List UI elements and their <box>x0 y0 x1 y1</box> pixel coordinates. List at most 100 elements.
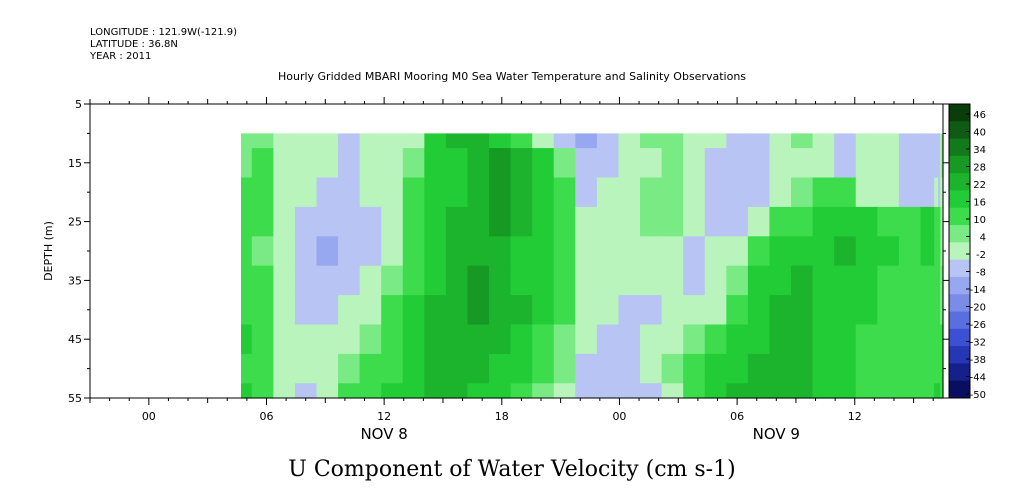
heatmap-cell <box>941 133 944 149</box>
heatmap-cell <box>640 206 663 237</box>
heatmap-cell <box>489 236 512 267</box>
heatmap-cell <box>726 353 749 384</box>
heatmap-cell <box>898 295 922 326</box>
heatmap-cell <box>940 265 943 296</box>
heatmap-cell <box>359 324 382 355</box>
heatmap-cell <box>920 206 935 237</box>
heatmap-cell <box>316 177 339 208</box>
heatmap-cell <box>240 148 253 179</box>
heatmap-cell <box>489 206 512 237</box>
heatmap-cell <box>834 383 857 399</box>
heatmap-cell <box>661 353 684 384</box>
heatmap-cell <box>618 383 641 399</box>
heatmap-cell <box>273 177 296 208</box>
heatmap-cell <box>940 148 943 179</box>
x-tick-label: 12 <box>848 410 862 423</box>
heatmap-cell <box>596 177 620 208</box>
heatmap-cell <box>445 324 469 355</box>
heatmap-cell <box>338 148 361 179</box>
heatmap-cell <box>424 133 447 149</box>
heatmap-cell <box>424 383 447 399</box>
heatmap-cell <box>640 383 663 399</box>
heatmap-cell <box>467 133 490 149</box>
colorbar-swatch <box>949 259 970 278</box>
colorbar-label: -50 <box>970 390 986 401</box>
heatmap-cell <box>240 133 253 149</box>
heatmap-cell <box>920 383 935 399</box>
heatmap-cell <box>791 353 814 384</box>
heatmap-cell <box>510 383 533 399</box>
heatmap-cell <box>661 206 684 237</box>
heatmap-cell <box>467 265 490 296</box>
chart-title: Hourly Gridded MBARI Mooring M0 Sea Wate… <box>278 70 746 83</box>
heatmap-cell <box>812 324 835 355</box>
heatmap-cell <box>855 177 878 208</box>
x-tick-label: 12 <box>377 410 391 423</box>
heatmap-cell <box>424 295 447 326</box>
heatmap-cell <box>877 383 900 399</box>
x-tick-label: 00 <box>142 410 156 423</box>
heatmap-cell <box>769 206 792 237</box>
heatmap-cell <box>769 265 792 296</box>
heatmap-cell <box>618 324 641 355</box>
heatmap-cell <box>316 236 339 267</box>
heatmap-cell <box>898 265 922 296</box>
heatmap-cell <box>683 148 706 179</box>
heatmap-cell <box>640 236 663 267</box>
heatmap-cell <box>359 295 382 326</box>
heatmap-cell <box>938 295 941 326</box>
heatmap-cell <box>618 148 641 179</box>
colorbar: 46 40 34 28 22 16 10 4 -2 -8 -14 -20 -26 -32 -38 -44 -50 <box>948 103 986 401</box>
heatmap-cell <box>877 133 900 149</box>
heatmap-cell <box>618 133 641 149</box>
longitude-label: LONGITUDE : 121.9W(-121.9) <box>90 27 237 38</box>
heatmap-cell <box>316 383 339 399</box>
heatmap-cell <box>240 206 253 237</box>
heatmap-cell <box>489 324 512 355</box>
heatmap-cell <box>240 324 253 355</box>
heatmap-cell <box>251 353 274 384</box>
heatmap-cell <box>934 265 939 296</box>
colorbar-label: 40 <box>973 128 986 139</box>
heatmap-cell <box>683 353 706 384</box>
heatmap-cell <box>683 177 706 208</box>
heatmap-cell <box>381 295 404 326</box>
heatmap-cell <box>683 265 706 296</box>
x-tick-label: 00 <box>612 410 626 423</box>
heatmap-cell <box>683 324 706 355</box>
heatmap-cell <box>381 133 404 149</box>
heatmap-cell <box>855 148 878 179</box>
heatmap-cell <box>467 206 490 237</box>
heatmap-cell <box>640 353 663 384</box>
heatmap-cell <box>316 265 339 296</box>
heatmap-cell <box>938 148 941 179</box>
heatmap-cell <box>445 295 469 326</box>
heatmap-cell <box>596 353 620 384</box>
heatmap-cell <box>489 148 512 179</box>
heatmap-cell <box>920 133 935 149</box>
heatmap-cell <box>294 265 318 296</box>
heatmap-cell <box>940 383 943 399</box>
heatmap-cell <box>934 148 939 179</box>
heatmap-cell <box>940 177 943 208</box>
heatmap-cell <box>941 148 944 179</box>
heatmap-cell <box>510 133 533 149</box>
heatmap-cell <box>704 383 727 399</box>
heatmap-cell <box>920 265 935 296</box>
heatmap-cell <box>316 353 339 384</box>
heatmap-cell <box>273 265 296 296</box>
colorbar-label: -32 <box>970 338 986 349</box>
colorbar-label: -38 <box>970 355 986 366</box>
heatmap-cell <box>618 353 641 384</box>
heatmap-cell <box>704 177 727 208</box>
heatmap-cell <box>273 148 296 179</box>
heatmap-cell <box>938 383 941 399</box>
heatmap-cell <box>251 324 274 355</box>
colorbar-label: -14 <box>970 285 986 296</box>
heatmap-cell <box>640 148 663 179</box>
heatmap-cell <box>553 383 576 399</box>
heatmap-cell <box>834 353 857 384</box>
heatmap-cell <box>553 324 576 355</box>
heatmap-cell <box>240 353 253 384</box>
